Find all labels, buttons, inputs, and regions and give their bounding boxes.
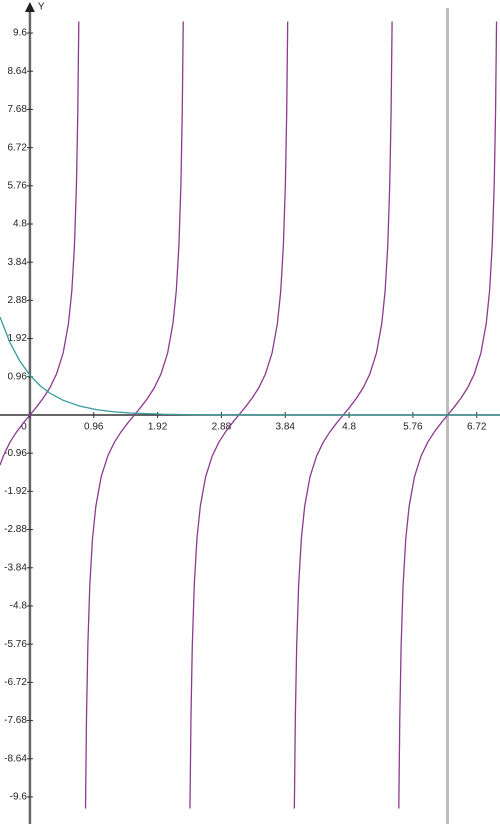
y-tick-label: -8.64 [4,753,27,764]
y-tick-label: 2.88 [7,295,27,306]
x-tick-label: 2.88 [212,422,232,433]
y-tick-label: 5.76 [7,180,27,191]
y-tick-label: 4.8 [13,219,27,230]
y-axis-arrow [24,2,35,12]
y-tick-label: 6.72 [7,142,27,153]
y-tick-label: 3.84 [7,257,27,268]
y-tick-label: 7.68 [7,104,27,115]
y-tick-label: -5.76 [4,639,27,650]
x-tick-label: 5.76 [403,422,423,433]
y-tick-label: -7.68 [4,715,27,726]
y-tick-label: 9.6 [13,28,27,39]
x-tick-label: 6.72 [467,422,487,433]
y-tick-label: 1.92 [7,333,27,344]
curve [0,316,500,416]
y-tick-label: -3.84 [4,562,27,573]
y-tick-label: -1.92 [4,486,27,497]
y-tick-label: 0.96 [7,371,27,382]
y-tick-label: -4.8 [10,601,28,612]
x-tick-label: 1.92 [148,422,168,433]
y-axis-label: Y [38,2,45,13]
x-tick-label: 0 [21,422,27,433]
x-tick-label: 0.96 [84,422,104,433]
x-tick-label: 3.84 [276,422,296,433]
y-tick-label: -2.88 [4,524,27,535]
y-tick-label: -0.96 [4,448,27,459]
x-tick-label: 4.8 [342,422,356,433]
y-tick-label: 8.64 [7,66,27,77]
y-tick-label: -6.72 [4,677,27,688]
y-tick-label: -9.6 [10,792,28,803]
